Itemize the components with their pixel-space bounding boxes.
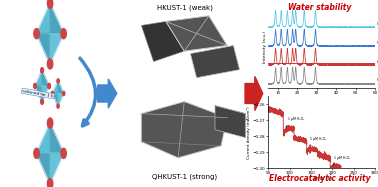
Text: Water stability: Water stability bbox=[288, 3, 351, 12]
Circle shape bbox=[34, 148, 39, 158]
Y-axis label: Intensity (a.u.): Intensity (a.u.) bbox=[263, 31, 267, 63]
Polygon shape bbox=[42, 70, 49, 86]
Circle shape bbox=[34, 29, 39, 39]
Circle shape bbox=[61, 29, 66, 39]
Polygon shape bbox=[50, 3, 64, 34]
Polygon shape bbox=[166, 16, 227, 51]
Polygon shape bbox=[35, 86, 42, 102]
Polygon shape bbox=[42, 86, 49, 102]
Text: HKUST-1 (weak): HKUST-1 (weak) bbox=[156, 5, 212, 11]
Polygon shape bbox=[58, 94, 64, 106]
Circle shape bbox=[51, 91, 54, 96]
Polygon shape bbox=[37, 153, 50, 184]
Text: HKUST-1 0 day: HKUST-1 0 day bbox=[377, 79, 378, 82]
Polygon shape bbox=[191, 45, 240, 78]
Polygon shape bbox=[37, 34, 50, 64]
Circle shape bbox=[57, 104, 59, 108]
Polygon shape bbox=[141, 102, 227, 158]
Polygon shape bbox=[50, 34, 64, 64]
Polygon shape bbox=[50, 153, 64, 184]
Circle shape bbox=[47, 0, 53, 8]
X-axis label: Time (s): Time (s) bbox=[312, 176, 332, 181]
Polygon shape bbox=[141, 22, 184, 62]
Text: 1 μM H₂O₂: 1 μM H₂O₂ bbox=[309, 137, 327, 146]
Circle shape bbox=[57, 79, 59, 83]
Text: QHKUST-1 4 days: QHKUST-1 4 days bbox=[377, 22, 378, 26]
FancyArrow shape bbox=[245, 76, 263, 111]
Circle shape bbox=[41, 68, 43, 73]
Circle shape bbox=[63, 91, 65, 96]
Circle shape bbox=[48, 83, 51, 89]
Polygon shape bbox=[53, 94, 58, 106]
Text: 1 μM H₂O₂: 1 μM H₂O₂ bbox=[286, 117, 304, 127]
X-axis label: 2θ (degree): 2θ (degree) bbox=[307, 96, 336, 101]
Text: QHKUST-1 0 day: QHKUST-1 0 day bbox=[377, 41, 378, 45]
Polygon shape bbox=[50, 123, 64, 153]
Text: calcined for 1 h: calcined for 1 h bbox=[22, 89, 54, 98]
Polygon shape bbox=[53, 81, 58, 94]
Text: QHKUST-1 (strong): QHKUST-1 (strong) bbox=[152, 174, 217, 180]
Text: Electrocatalytic activity: Electrocatalytic activity bbox=[269, 174, 370, 183]
FancyArrowPatch shape bbox=[80, 58, 96, 126]
Circle shape bbox=[47, 118, 53, 128]
Y-axis label: Current density (mA/cm²): Current density (mA/cm²) bbox=[247, 106, 251, 159]
Circle shape bbox=[47, 59, 53, 69]
Circle shape bbox=[61, 148, 66, 158]
Polygon shape bbox=[37, 3, 50, 34]
Circle shape bbox=[47, 179, 53, 187]
Text: 1 μM H₂O₂: 1 μM H₂O₂ bbox=[333, 156, 350, 165]
Polygon shape bbox=[35, 70, 42, 86]
Circle shape bbox=[41, 99, 43, 104]
Polygon shape bbox=[58, 81, 64, 94]
Polygon shape bbox=[215, 105, 246, 138]
Polygon shape bbox=[37, 123, 50, 153]
FancyArrow shape bbox=[98, 79, 117, 108]
Text: HKUST-1 4 days: HKUST-1 4 days bbox=[377, 59, 378, 64]
Circle shape bbox=[34, 83, 36, 89]
Text: 1 μM H₂O₂: 1 μM H₂O₂ bbox=[0, 186, 1, 187]
